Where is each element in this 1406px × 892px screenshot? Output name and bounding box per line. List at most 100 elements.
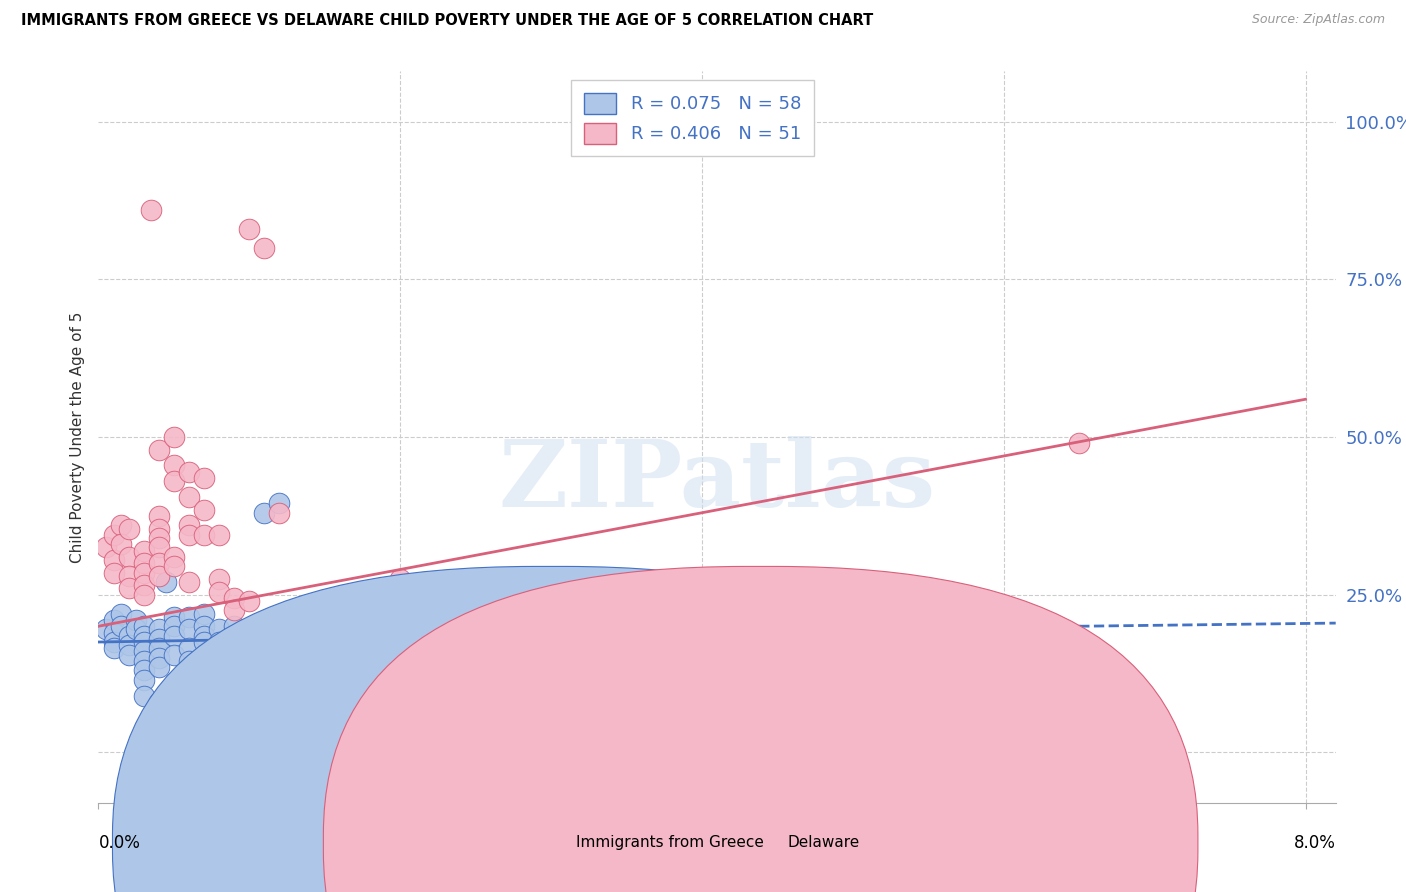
Point [177, 490, 200, 504]
Point [110, 607, 132, 621]
Text: Delaware: Delaware [787, 836, 859, 850]
Point [132, 644, 155, 658]
Point [540, 632, 562, 646]
Point [224, 635, 246, 649]
Point [224, 603, 246, 617]
Point [208, 528, 231, 542]
Point [193, 607, 215, 621]
Point [148, 705, 170, 719]
Point [132, 673, 155, 687]
Text: Source: ZipAtlas.com: Source: ZipAtlas.com [1251, 13, 1385, 27]
Point [1069, 436, 1091, 450]
Point [117, 569, 139, 583]
Point [148, 531, 170, 545]
Point [193, 502, 215, 516]
Point [177, 623, 200, 637]
Point [110, 537, 132, 551]
Point [208, 623, 231, 637]
Point [163, 430, 186, 444]
Point [177, 609, 200, 624]
Point [464, 584, 486, 599]
Point [148, 623, 170, 637]
Point [163, 559, 186, 574]
Legend: R = 0.075   N = 58, R = 0.406   N = 51: R = 0.075 N = 58, R = 0.406 N = 51 [571, 80, 814, 156]
Point [238, 594, 260, 608]
Point [993, 660, 1015, 674]
Point [103, 635, 125, 649]
Point [132, 578, 155, 592]
Point [163, 474, 186, 488]
Point [208, 648, 231, 662]
Point [103, 553, 125, 567]
Point [148, 641, 170, 656]
Point [132, 629, 155, 643]
Point [148, 521, 170, 535]
Point [148, 569, 170, 583]
Point [193, 635, 215, 649]
Point [208, 572, 231, 586]
Point [224, 619, 246, 633]
Point [148, 660, 170, 674]
Point [177, 654, 200, 668]
Point [148, 508, 170, 523]
Point [148, 632, 170, 646]
Point [208, 584, 231, 599]
Point [284, 635, 307, 649]
Point [238, 629, 260, 643]
Text: Immigrants from Greece: Immigrants from Greece [576, 836, 765, 850]
Point [238, 222, 260, 236]
Text: ZIPatlas: ZIPatlas [499, 436, 935, 526]
Point [464, 648, 486, 662]
Point [117, 549, 139, 564]
Text: IMMIGRANTS FROM GREECE VS DELAWARE CHILD POVERTY UNDER THE AGE OF 5 CORRELATION : IMMIGRANTS FROM GREECE VS DELAWARE CHILD… [21, 13, 873, 29]
Point [193, 629, 215, 643]
Point [103, 641, 125, 656]
Point [253, 241, 276, 255]
Point [177, 518, 200, 533]
Point [117, 638, 139, 652]
Point [132, 588, 155, 602]
Point [298, 670, 321, 684]
Point [177, 528, 200, 542]
Text: 0.0%: 0.0% [98, 834, 141, 852]
Point [148, 556, 170, 570]
Point [155, 575, 177, 590]
Point [125, 613, 148, 627]
Point [117, 648, 139, 662]
Point [314, 603, 336, 617]
Point [148, 695, 170, 709]
Point [117, 629, 139, 643]
Point [193, 471, 215, 485]
Point [132, 664, 155, 678]
Point [253, 506, 276, 520]
Point [616, 635, 638, 649]
Point [163, 549, 186, 564]
Point [110, 518, 132, 533]
Point [766, 707, 789, 722]
Point [177, 575, 200, 590]
Point [193, 528, 215, 542]
Point [132, 556, 155, 570]
Point [284, 730, 307, 744]
Point [132, 635, 155, 649]
Point [125, 623, 148, 637]
Point [389, 572, 412, 586]
Point [163, 619, 186, 633]
Point [208, 635, 231, 649]
Point [269, 506, 291, 520]
Point [389, 641, 412, 656]
Point [163, 609, 186, 624]
Point [103, 613, 125, 627]
Point [148, 541, 170, 555]
Point [269, 496, 291, 510]
Point [193, 619, 215, 633]
Point [94, 623, 117, 637]
Point [148, 650, 170, 665]
Point [224, 591, 246, 605]
Point [94, 541, 117, 555]
Point [329, 679, 352, 693]
Point [103, 528, 125, 542]
Point [117, 521, 139, 535]
Point [103, 566, 125, 580]
Point [177, 641, 200, 656]
